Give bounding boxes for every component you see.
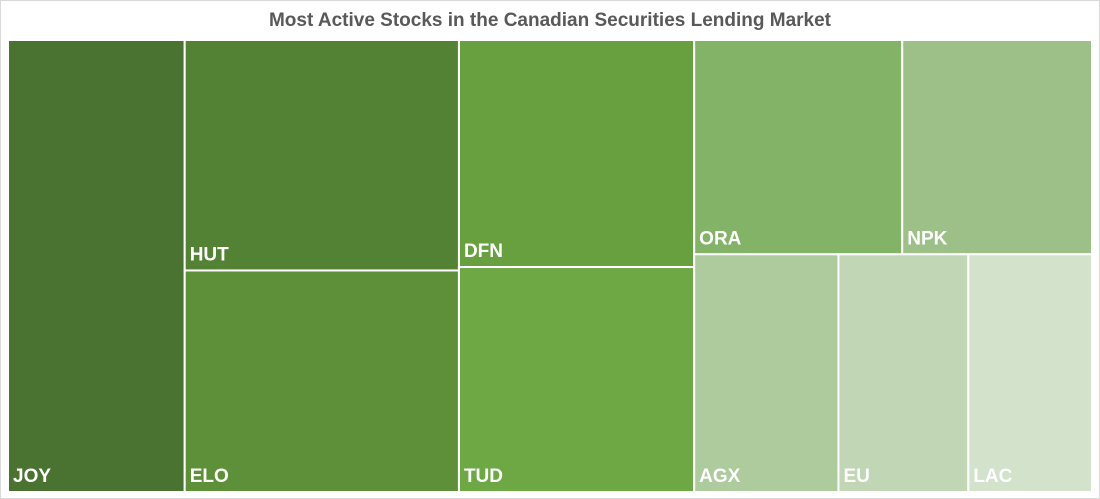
treemap-cell	[183, 269, 460, 493]
cell-label: LAC	[973, 466, 1012, 487]
cell-label: JOY	[13, 466, 51, 487]
treemap-cell	[183, 39, 460, 272]
treemap-cell	[967, 253, 1093, 493]
cell-label: HUT	[190, 244, 229, 265]
cell-label: ORA	[699, 228, 742, 249]
treemap-cell	[457, 39, 696, 269]
treemap-cell	[457, 266, 696, 493]
treemap-cell	[693, 253, 840, 493]
cell-label: EU	[843, 466, 869, 487]
treemap-cell	[901, 39, 1093, 256]
cell-label: ELO	[190, 466, 229, 487]
cell-label: TUD	[464, 466, 503, 487]
cell-label: AGX	[699, 466, 741, 487]
treemap-cell	[837, 253, 970, 493]
treemap-cell	[693, 39, 904, 256]
cell-label: NPK	[907, 228, 947, 249]
treemap-cell	[7, 39, 186, 493]
chart-title: Most Active Stocks in the Canadian Secur…	[269, 10, 832, 31]
cell-label: DFN	[464, 241, 503, 262]
